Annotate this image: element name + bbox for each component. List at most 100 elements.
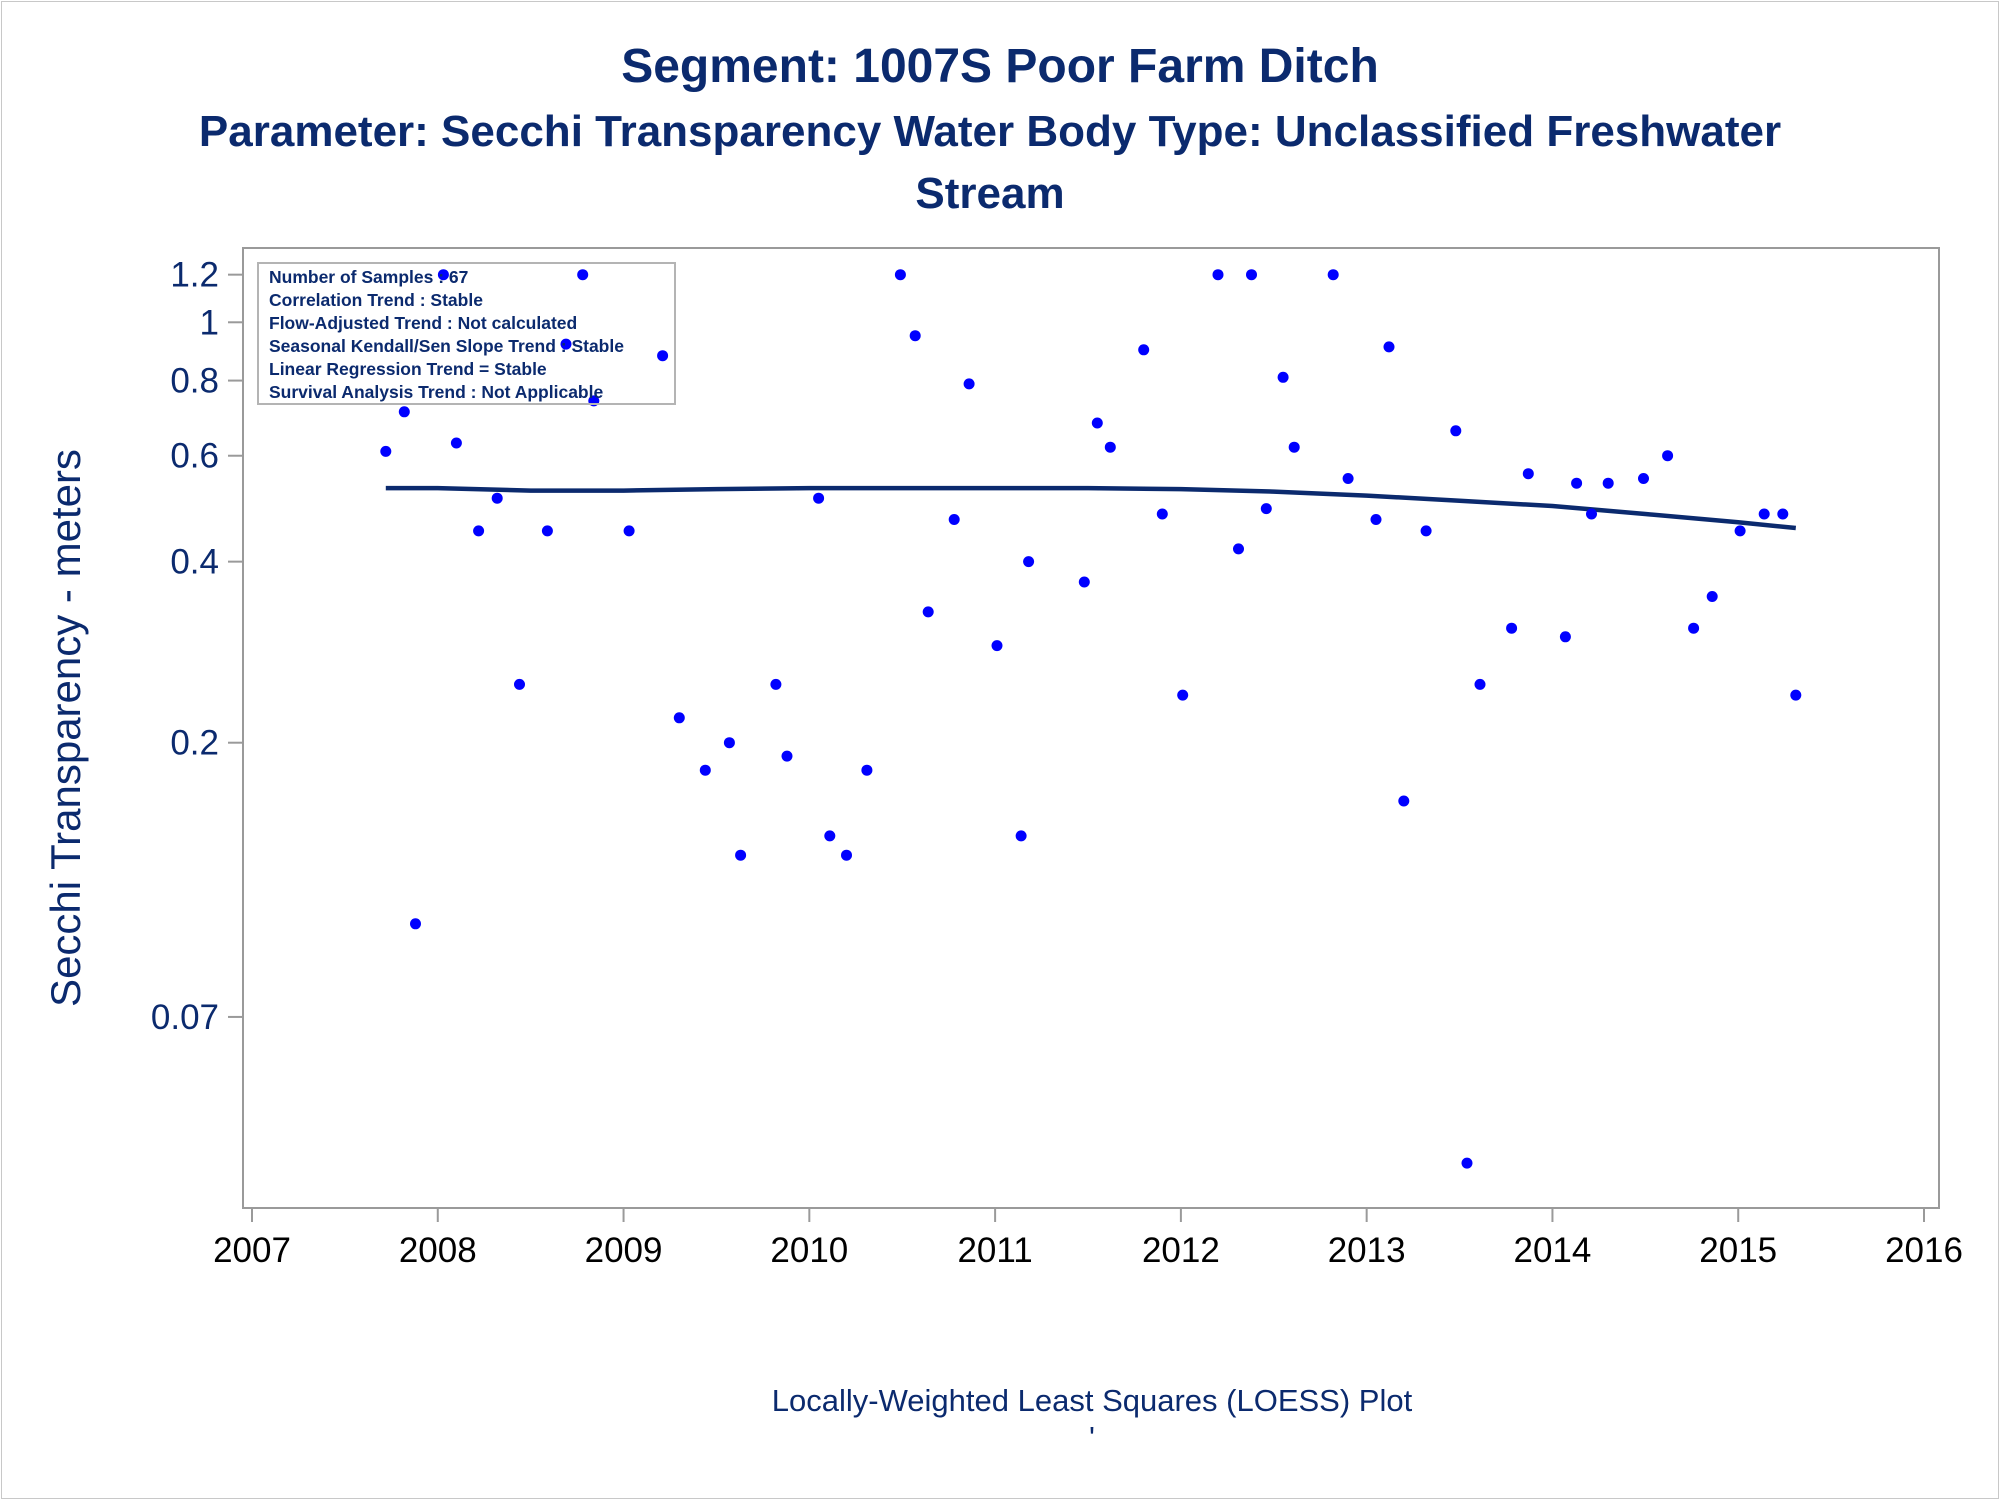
data-point <box>699 764 711 776</box>
data-point <box>1638 473 1649 484</box>
data-point <box>1522 468 1534 480</box>
data-point <box>437 269 449 281</box>
chart-subtitle-line2: Stream <box>915 169 1064 218</box>
data-point <box>1177 689 1189 701</box>
data-point <box>1706 591 1718 602</box>
data-point <box>1398 795 1410 807</box>
data-point <box>410 918 421 930</box>
data-point <box>1450 425 1462 437</box>
y-tick-label: 0.4 <box>170 543 219 582</box>
data-point <box>541 525 553 537</box>
loess-line-layer <box>385 485 1797 531</box>
data-point <box>1758 508 1770 520</box>
data-point <box>1260 503 1272 515</box>
data-points-layer <box>380 269 1802 1169</box>
y-tick-label: 0.2 <box>170 724 219 763</box>
data-point <box>1078 576 1090 588</box>
data-point <box>1559 631 1571 643</box>
chart-subtitle-line1: Parameter: Secchi Transparency Water Bod… <box>199 107 1781 156</box>
data-point <box>1156 508 1168 520</box>
data-point <box>1506 622 1518 634</box>
data-point <box>514 678 525 690</box>
stats-line: Flow-Adjusted Trend : Not calculated <box>269 313 577 333</box>
data-point <box>1104 441 1116 453</box>
data-point <box>1420 525 1432 537</box>
data-point <box>1461 1157 1473 1169</box>
stats-line: Seasonal Kendall/Sen Slope Trend : Stabl… <box>269 336 624 356</box>
data-point <box>473 525 485 537</box>
data-point <box>909 330 921 342</box>
x-tick-label: 2015 <box>1699 1231 1777 1270</box>
data-point <box>1212 269 1224 281</box>
data-point <box>673 712 685 724</box>
data-point <box>1342 473 1354 484</box>
x-tick-label: 2011 <box>957 1231 1032 1270</box>
y-tick-label: 1.2 <box>170 256 219 295</box>
data-point <box>813 492 825 504</box>
stats-box: Number of Samples : 67 Correlation Trend … <box>257 262 676 405</box>
data-point <box>841 849 852 861</box>
data-point <box>1246 269 1257 281</box>
stats-line: Survival Analysis Trend : Not Applicable <box>269 382 603 402</box>
data-point <box>991 640 1003 652</box>
stats-line: Number of Samples : 67 <box>269 267 468 287</box>
x-tick-label: 2013 <box>1328 1231 1406 1270</box>
x-tick-label: 2008 <box>399 1231 477 1270</box>
x-axis: 2007 2008 2009 2010 2011 2012 2013 2014 2015 2016 <box>213 1208 1963 1270</box>
data-point <box>1327 269 1339 281</box>
data-point <box>1777 508 1789 520</box>
data-point <box>623 525 635 537</box>
data-point <box>948 514 960 525</box>
stats-line: Correlation Trend : Stable <box>269 290 483 310</box>
data-point <box>894 269 906 281</box>
data-point <box>657 350 669 362</box>
data-point <box>1015 830 1027 842</box>
data-point <box>1662 450 1674 462</box>
data-point <box>491 492 503 504</box>
data-point <box>1586 508 1597 520</box>
stats-box-border <box>257 262 676 405</box>
footnote: Locally-Weighted Least Squares (LOESS) P… <box>772 1383 1413 1418</box>
data-point <box>398 406 410 418</box>
y-tick-label: 0.6 <box>170 437 219 476</box>
data-point <box>1383 341 1395 353</box>
x-tick-label: 2016 <box>1885 1231 1963 1270</box>
data-point <box>824 830 836 842</box>
data-point <box>723 737 735 749</box>
x-tick-label: 2009 <box>585 1231 663 1270</box>
data-point <box>1790 689 1802 701</box>
data-point <box>1474 678 1486 690</box>
plot-area <box>242 247 1940 1209</box>
data-point <box>1288 441 1300 453</box>
data-point <box>1023 556 1035 568</box>
y-axis-label: Secchi Transparency - meters <box>42 449 89 1007</box>
data-point <box>770 678 782 690</box>
data-point <box>963 378 975 390</box>
data-point <box>1688 622 1700 634</box>
data-point <box>1091 417 1103 429</box>
footnote-mark: ' <box>1089 1420 1095 1455</box>
data-point <box>735 849 747 861</box>
data-point <box>1233 543 1244 555</box>
data-point <box>1370 514 1382 525</box>
data-point <box>1602 477 1614 489</box>
data-point <box>380 445 392 457</box>
y-axis: 0.07 0.2 0.4 0.6 0.8 1 1.2 <box>151 256 243 1037</box>
data-point <box>560 338 572 350</box>
data-point <box>1138 344 1150 356</box>
y-tick-label: 1 <box>200 303 219 342</box>
x-tick-label: 2012 <box>1142 1231 1220 1270</box>
data-point <box>781 750 793 762</box>
y-tick-label: 0.8 <box>170 362 219 401</box>
data-point <box>450 437 462 449</box>
y-tick-label: 0.07 <box>151 998 219 1037</box>
x-tick-label: 2014 <box>1514 1231 1592 1270</box>
data-point <box>577 269 589 281</box>
loess-trend-line <box>385 485 1797 531</box>
chart-title: Segment: 1007S Poor Farm Ditch <box>621 40 1379 93</box>
data-point <box>1571 477 1583 489</box>
stats-line: Linear Regression Trend = Stable <box>269 359 547 379</box>
x-tick-label: 2010 <box>770 1231 848 1270</box>
